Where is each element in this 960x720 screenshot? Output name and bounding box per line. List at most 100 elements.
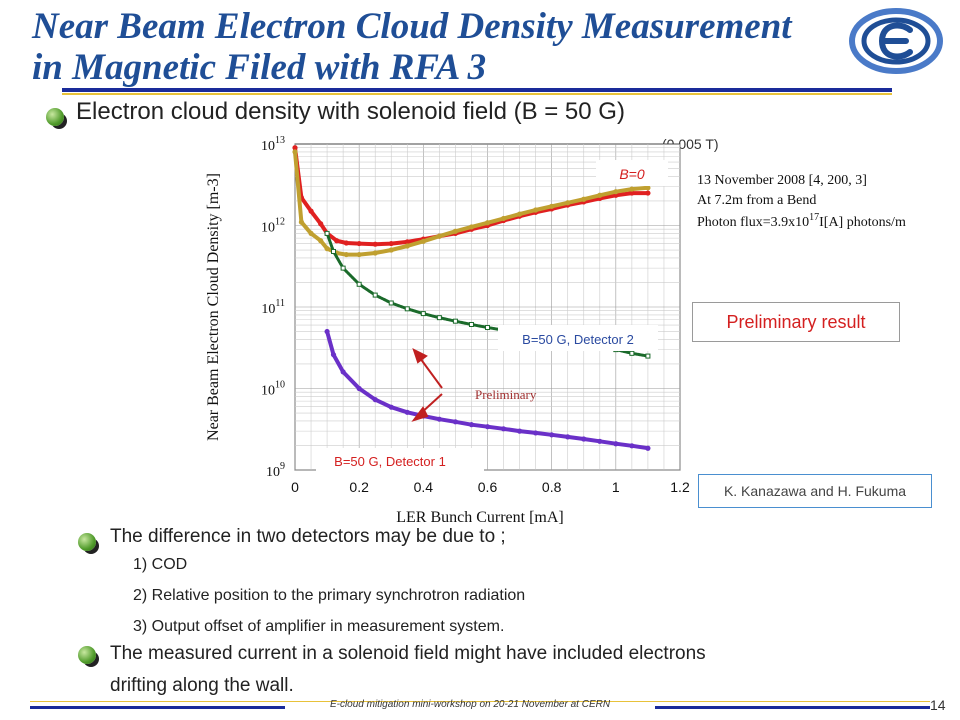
data-point	[581, 196, 587, 202]
y-tick-label: 1012	[261, 217, 285, 236]
data-point	[388, 404, 394, 410]
data-point	[356, 385, 362, 392]
footer-text: E-cloud mitigation mini-workshop on 20-2…	[329, 699, 611, 710]
bullet-icon	[46, 108, 64, 126]
x-axis-label: LER Bunch Current [mA]	[396, 509, 564, 526]
data-point	[613, 189, 619, 195]
list-item-position: 2) Relative position to the primary sync…	[133, 587, 526, 604]
series-label-b0: B=0	[596, 160, 668, 186]
x-tick-label: 0	[291, 479, 299, 495]
page-number: 14	[930, 697, 946, 713]
data-point	[420, 238, 426, 244]
x-tick-label: 0.2	[349, 479, 369, 495]
y-tick-label: 109	[266, 461, 285, 480]
data-point	[388, 247, 394, 253]
data-point	[298, 219, 305, 225]
data-point	[308, 230, 314, 236]
side-note-line2: At 7.2m from a Bend	[697, 193, 816, 208]
data-point	[404, 239, 410, 245]
data-point	[645, 353, 651, 359]
data-point	[484, 424, 491, 430]
y-tick-label: 1011	[261, 298, 285, 317]
chart-series	[292, 145, 651, 451]
data-point	[613, 441, 619, 447]
data-point	[436, 416, 442, 422]
data-point	[356, 251, 362, 258]
footer-rule-left	[30, 706, 285, 709]
data-point	[485, 325, 490, 331]
data-point	[468, 224, 475, 230]
data-point	[343, 240, 349, 246]
preliminary-annotation: Preliminary	[475, 387, 537, 402]
data-point	[372, 397, 378, 403]
data-point	[629, 186, 635, 192]
data-point	[340, 265, 346, 271]
data-point	[516, 211, 523, 217]
data-point	[324, 328, 330, 335]
x-tick-label: 0.8	[542, 479, 562, 495]
data-point	[420, 311, 426, 317]
data-point	[468, 422, 475, 428]
authors-box: K. Kanazawa and H. Fukuma	[698, 474, 932, 508]
data-point	[372, 292, 378, 298]
data-point	[452, 318, 458, 324]
bullet-measured-current-line2: drifting along the wall.	[110, 675, 294, 696]
data-point	[404, 243, 410, 249]
data-point	[565, 200, 571, 206]
data-point	[292, 145, 298, 151]
data-point	[500, 215, 507, 222]
side-note-line1: 13 November 2008 [4, 200, 3]	[697, 173, 867, 188]
data-point	[549, 432, 555, 438]
y-axis-ticks: 109 1010 1011 1012 1013	[261, 135, 285, 480]
bullet-icon	[78, 646, 96, 664]
bullet-measured-current-line1: The measured current in a solenoid field…	[110, 643, 706, 664]
series-label-detector2: B=50 G, Detector 2	[498, 325, 658, 351]
data-point	[331, 248, 336, 254]
data-point	[484, 220, 491, 226]
annotation-arrows	[411, 348, 443, 422]
data-point	[388, 240, 394, 247]
series-3	[324, 328, 651, 451]
y-tick-label: 1013	[261, 135, 285, 154]
data-point	[581, 436, 587, 442]
data-point	[533, 430, 539, 436]
x-tick-label: 1.2	[670, 479, 690, 495]
data-point	[372, 250, 378, 256]
data-point	[565, 434, 571, 440]
data-point	[330, 352, 337, 358]
data-point	[356, 281, 362, 287]
preliminary-result-box: Preliminary result	[692, 302, 900, 342]
data-point	[645, 185, 651, 191]
series-label-detector1-text: B=50 G, Detector 1	[334, 454, 446, 469]
data-point	[436, 233, 442, 239]
slide-title-line2: in Magnetic Filed with RFA 3	[32, 47, 487, 88]
data-point	[500, 426, 507, 432]
data-point	[436, 315, 442, 321]
data-point	[356, 240, 362, 247]
data-point	[452, 228, 459, 234]
slide-title-line1: Near Beam Electron Cloud Density Measure…	[32, 6, 792, 47]
list-item-cod: 1) COD	[133, 556, 188, 573]
x-axis-ticks: 0 0.2 0.4 0.6 0.8 1 1.2	[291, 479, 690, 495]
footer-rule-accent	[30, 701, 930, 702]
data-point	[629, 190, 635, 196]
y-axis-label: Near Beam Electron Cloud Density [m-3]	[205, 173, 222, 441]
data-point	[629, 443, 635, 449]
footer-rule-right	[655, 706, 930, 709]
data-point	[324, 230, 330, 236]
bullet-measured-current: The measured current in a solenoid field…	[110, 638, 706, 702]
y-tick-label: 1010	[261, 380, 285, 399]
data-point	[597, 192, 603, 198]
x-tick-label: 0.4	[414, 479, 434, 495]
data-point	[645, 190, 651, 196]
data-point	[343, 251, 349, 258]
kek-logo-icon	[849, 8, 943, 74]
data-point	[629, 350, 635, 356]
data-point	[308, 208, 314, 214]
section-heading: Electron cloud density with solenoid fie…	[76, 98, 625, 125]
bullet-difference: The difference in two detectors may be d…	[110, 526, 506, 547]
series-label-detector1: B=50 G, Detector 1	[316, 448, 484, 474]
side-note: 13 November 2008 [4, 200, 3] At 7.2m fro…	[697, 173, 906, 230]
data-point	[334, 238, 340, 244]
